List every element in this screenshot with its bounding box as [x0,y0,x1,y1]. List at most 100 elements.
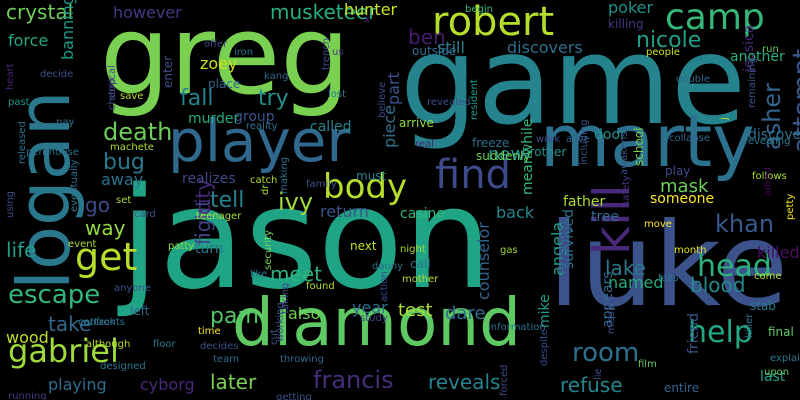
word-next: next [350,239,377,253]
word-like: like [250,269,268,280]
word-find: find [435,152,511,198]
word-luke: luke [548,198,789,333]
word-way: way [85,216,126,240]
word-awakens: awakens [619,131,630,175]
word-lie: lie [593,368,604,380]
word-work: work [536,134,561,145]
word-force: force [8,31,49,50]
word-fall: fall [180,86,214,111]
word-life: life [6,238,37,262]
word-kang: kang [264,71,289,82]
word-petty: petty [785,193,796,220]
word-getting: getting [276,392,312,400]
word-trench: trench [321,37,332,70]
word-year: year [352,298,388,317]
word-pam: pam [210,304,259,329]
word-begin: begin [465,4,493,15]
word-poker: poker [608,0,654,17]
word-door: door [594,127,626,143]
word-help: help [688,315,753,350]
word-making: making [279,156,290,194]
word-jason: jason [120,158,493,321]
word-murder: murder [188,111,240,127]
word-group: group [234,109,275,125]
word-take: take [48,312,92,336]
word-move: move [644,219,672,230]
word-throwing: throwing [280,354,324,365]
word-body: body [323,167,408,207]
word-gabriel: gabriel [8,332,119,370]
word-using: using [5,190,16,218]
word-return: return [320,202,369,221]
word-patty: patty [168,241,195,252]
word-greg: greg [100,0,351,119]
word-revealed: revealed [427,97,471,108]
word-lake: lake [605,256,646,280]
word-go: go [85,193,110,217]
word-information: information [488,322,546,333]
word-penthouse: penthouse [26,147,79,158]
word-anyone: anyone [114,283,151,294]
word-dr: dr [260,184,271,195]
word-study: study [360,313,388,324]
word-call: call [410,257,431,271]
word-counselor: counselor [474,222,493,300]
word-iron: iron [234,47,254,58]
word-last: last [760,369,786,385]
word-escape: escape [8,280,101,310]
word-catch: catch [250,175,278,186]
word-head: head [697,249,772,284]
word-part: part [384,72,403,105]
word-family: family [306,179,337,190]
word-enter: enter [161,55,175,88]
word-called: called [310,119,352,135]
word-x: x [364,14,370,25]
word-hunter: hunter [344,0,398,19]
word-alive: alive [566,134,590,145]
word-school: school [632,127,646,166]
word-j: j [719,117,730,120]
word-later: later [210,370,257,394]
word-decide: decide [40,69,74,80]
word-get: get [75,235,138,279]
word-marty: marty [540,99,755,183]
word-francis: francis [313,366,394,394]
word-banning: banning [58,0,77,60]
word-ben: ben [408,25,446,49]
word-night: night [400,244,426,255]
word-decides: decides [200,341,239,352]
word-mask: mask [660,176,709,197]
word-designed: designed [100,361,146,372]
word-musketeer: musketeer [270,0,377,24]
word-killed: killed [757,243,800,262]
word-mother: mother [402,274,439,285]
word-gas: gas [500,245,518,256]
word-playing: playing [48,375,107,394]
word-father: father [563,194,606,210]
word-test: test [398,300,433,321]
word-film: film [638,359,657,370]
word-must: must [356,169,387,183]
word-working: working [275,302,286,342]
word-fails: fails [658,273,679,284]
word-reveals: reveals [428,370,501,394]
word-month: month [674,245,707,256]
word-game: game [400,10,747,152]
word-player: player [168,107,351,175]
word-remaining: remaining [747,57,758,109]
word-robert: robert [432,0,555,45]
word-offer: offer [204,39,228,50]
word-also: also [288,304,321,323]
word-reality: reality [246,121,278,132]
word-brother: brother [522,145,567,159]
word-upon: upon [764,367,790,378]
word-outside: outside [412,44,457,58]
word-security: security [263,230,274,270]
word-meet: meet [270,262,322,286]
word-realizes: realizes [182,171,236,187]
word-zoey: zoey [200,54,238,73]
word-however: however [113,3,182,22]
word-event: event [68,239,97,250]
word-action: action [379,271,390,302]
word-confronts: confronts [78,317,125,328]
